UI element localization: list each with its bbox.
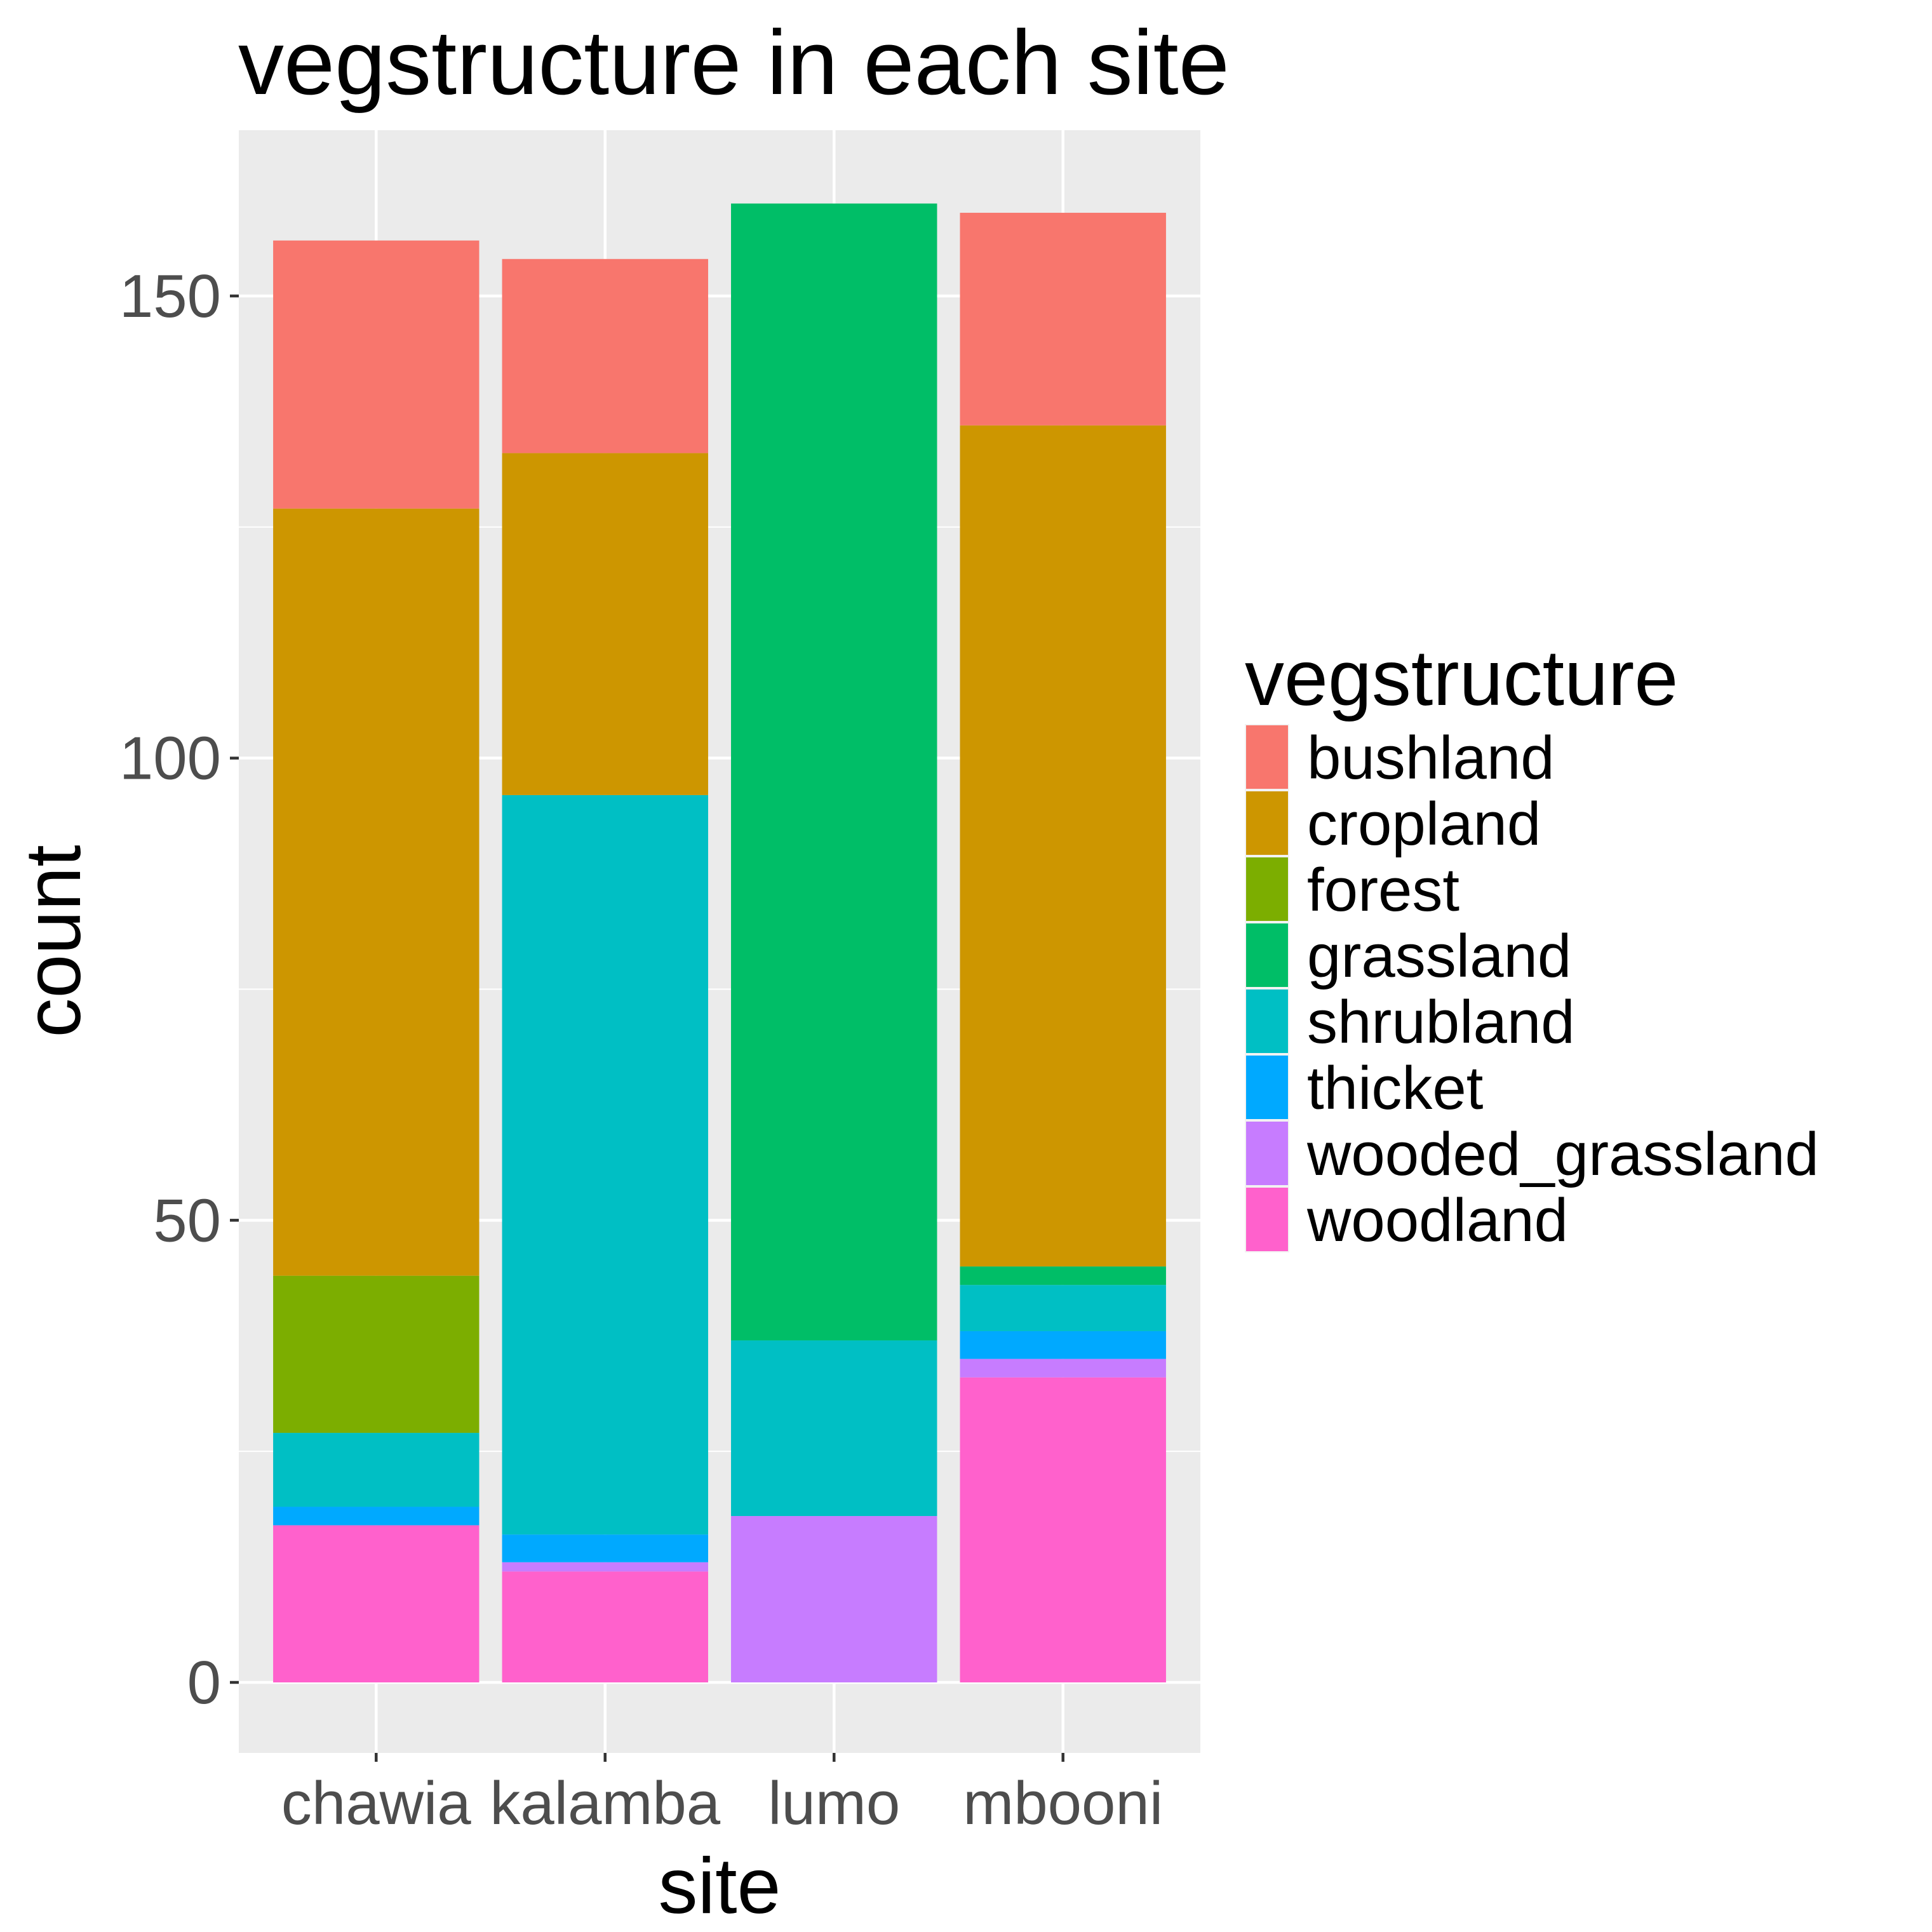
legend-label: shrubland xyxy=(1307,988,1575,1056)
bar-thicket-kalamba xyxy=(502,1534,708,1562)
legend-label: forest xyxy=(1307,856,1459,924)
bar-woodland-kalamba xyxy=(502,1571,708,1682)
y-tick-label: 50 xyxy=(153,1186,221,1254)
bar-forest-chawia xyxy=(273,1275,480,1433)
legend-label: cropland xyxy=(1307,790,1541,858)
x-tick-label: chawia xyxy=(281,1769,471,1837)
legend-swatch-thicket xyxy=(1246,1056,1288,1119)
bar-bushland-chawia xyxy=(273,240,480,509)
x-tick-label: mbooni xyxy=(963,1769,1163,1837)
legend-swatch-grassland xyxy=(1246,923,1288,987)
bar-cropland-chawia xyxy=(273,508,480,1276)
bar-woodland-mbooni xyxy=(960,1377,1166,1682)
bar-thicket-mbooni xyxy=(960,1331,1166,1359)
legend-label: thicket xyxy=(1307,1054,1483,1122)
legend-swatch-woodland xyxy=(1246,1188,1288,1251)
bar-woodland-chawia xyxy=(273,1525,480,1682)
bar-thicket-chawia xyxy=(273,1506,480,1526)
chart-title: vegstructure in each site xyxy=(238,11,1230,114)
y-tick-label: 150 xyxy=(119,262,221,330)
legend-label: wooded_grassland xyxy=(1306,1120,1819,1188)
x-axis: chawia kalamba lumo mbooni xyxy=(281,1753,1163,1837)
legend: vegstructure bushlandcroplandforestgrass… xyxy=(1245,634,1819,1254)
bar-shrubland-chawia xyxy=(273,1433,480,1507)
x-tick-label: kalamba xyxy=(490,1769,720,1837)
legend-swatch-wooded_grassland xyxy=(1246,1122,1288,1185)
legend-label: bushland xyxy=(1307,724,1555,792)
bar-cropland-kalamba xyxy=(502,453,708,795)
legend-label: grassland xyxy=(1307,922,1571,990)
bar-bushland-mbooni xyxy=(960,213,1166,426)
y-axis: 0 50 100 150 xyxy=(119,262,239,1717)
bar-shrubland-kalamba xyxy=(502,795,708,1535)
y-tick-label: 100 xyxy=(119,725,221,793)
y-axis-title: count xyxy=(10,845,97,1037)
bar-wooded_grassland-lumo xyxy=(731,1516,937,1682)
x-tick-label: lumo xyxy=(768,1769,900,1837)
bar-shrubland-mbooni xyxy=(960,1285,1166,1331)
legend-title: vegstructure xyxy=(1245,634,1678,722)
bar-grassland-lumo xyxy=(731,203,937,1341)
bar-wooded_grassland-kalamba xyxy=(502,1562,708,1572)
bar-grassland-mbooni xyxy=(960,1266,1166,1285)
legend-swatch-shrubland xyxy=(1246,989,1288,1053)
bars xyxy=(273,203,1166,1682)
bar-shrubland-lumo xyxy=(731,1340,937,1517)
bar-bushland-kalamba xyxy=(502,258,708,453)
bar-wooded_grassland-mbooni xyxy=(960,1358,1166,1378)
legend-swatch-cropland xyxy=(1246,791,1288,855)
y-tick-label: 0 xyxy=(187,1649,221,1717)
legend-label: woodland xyxy=(1306,1186,1568,1254)
legend-swatch-forest xyxy=(1246,857,1288,921)
legend-swatch-bushland xyxy=(1246,725,1288,789)
bar-cropland-mbooni xyxy=(960,425,1166,1267)
x-axis-title: site xyxy=(659,1842,781,1930)
